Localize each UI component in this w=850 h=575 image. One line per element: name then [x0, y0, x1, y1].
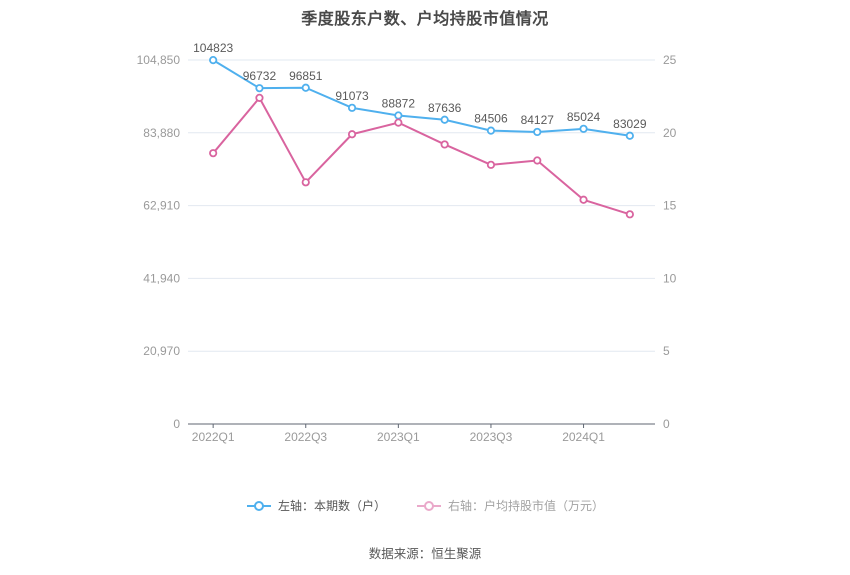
data-point-marker: [255, 93, 264, 102]
right-axis-tick-label: 25: [663, 53, 677, 67]
data-point-marker: [347, 103, 357, 112]
data-point-label: 85024: [567, 110, 601, 124]
data-point-marker: [394, 118, 403, 127]
data-point-marker: [486, 126, 496, 135]
x-axis-tick-label: 2022Q1: [192, 430, 235, 444]
legend-item-shareholder-count[interactable]: 左轴：本期数（户）: [246, 497, 386, 514]
data-point-label: 96732: [243, 69, 277, 83]
line-circle-marker-icon: [417, 500, 441, 511]
right-axis-tick-label: 5: [663, 344, 670, 358]
data-point-label: 87636: [428, 101, 462, 115]
data-point-marker: [579, 195, 588, 204]
data-point-label: 83029: [613, 117, 647, 131]
right-axis-tick-label: 10: [663, 271, 677, 285]
data-point-marker: [625, 131, 634, 140]
series-line: [212, 59, 631, 137]
legend-label-market-value: 右轴：户均持股市值（万元）: [448, 499, 605, 513]
legend: 左轴：本期数（户） 右轴：户均持股市值（万元）: [0, 497, 850, 514]
left-axis-tick-label: 104,850: [137, 53, 181, 67]
data-point-label: 84127: [521, 113, 555, 127]
series-line: [212, 96, 631, 216]
data-point-marker: [301, 83, 310, 92]
right-axis-tick-label: 20: [663, 126, 677, 140]
data-point-marker: [440, 115, 449, 124]
data-point-marker: [440, 140, 449, 149]
right-axis-tick-label: 15: [663, 199, 677, 213]
data-point-marker: [486, 160, 496, 169]
data-point-label: 84506: [474, 112, 508, 126]
left-axis-tick-label: 41,940: [143, 271, 180, 285]
data-source-note: 数据来源：恒生聚源: [368, 547, 482, 561]
series-1: [209, 93, 634, 219]
x-axis-tick-label: 2024Q1: [562, 430, 605, 444]
left-axis-tick-label: 83,880: [143, 126, 180, 140]
data-point-marker: [533, 156, 542, 165]
right-axis-tick-label: 0: [663, 417, 670, 431]
series-0: 104823 96732 96851 91073 88872 87636 84506 8412…: [193, 41, 647, 140]
line-chart: 104,850 25 83,880 20 62,910 15 41,940 10 20,970 5…: [137, 41, 677, 444]
data-point-marker: [394, 111, 403, 120]
data-point-marker: [255, 84, 264, 93]
data-point-marker: [347, 130, 357, 139]
data-point-label: 91073: [335, 89, 369, 103]
data-point-label: 104823: [193, 41, 233, 55]
legend-item-market-value[interactable]: 右轴：户均持股市值（万元）: [416, 497, 604, 514]
left-axis-tick-label: 20,970: [143, 344, 180, 358]
data-point-label: 96851: [289, 69, 323, 83]
left-axis-tick-label: 62,910: [143, 199, 180, 213]
data-point-marker: [579, 124, 588, 133]
data-point-marker: [533, 127, 542, 137]
x-axis-tick-label: 2023Q1: [377, 430, 420, 444]
data-point-marker: [625, 210, 634, 219]
data-point-marker: [209, 55, 218, 65]
x-axis-tick-label: 2023Q3: [470, 430, 513, 444]
line-circle-marker-icon: [246, 500, 271, 511]
data-point-marker: [209, 149, 218, 158]
chart-title: 季度股东户数、户均持股市值情况: [301, 11, 549, 28]
data-point-label: 88872: [382, 96, 416, 110]
data-point-marker: [301, 178, 310, 187]
legend-label-shareholder-count: 左轴：本期数（户）: [277, 499, 386, 513]
left-axis-tick-label: 0: [173, 417, 180, 431]
x-axis-tick-label: 2022Q3: [284, 430, 327, 444]
